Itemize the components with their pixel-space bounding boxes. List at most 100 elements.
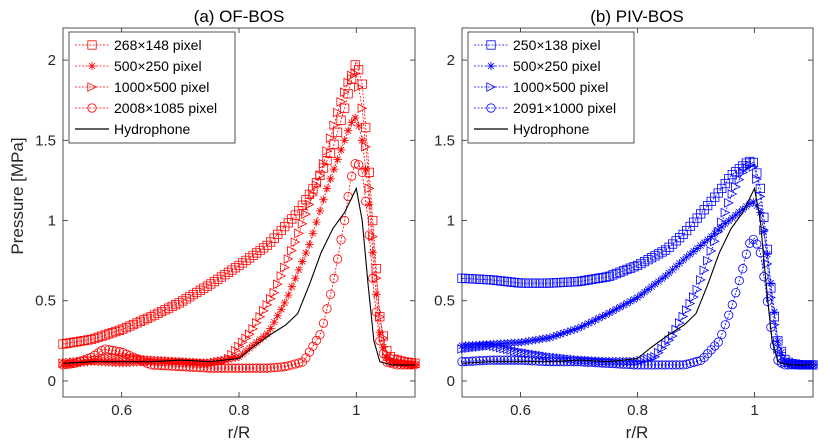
panel-b-series-marker	[492, 342, 503, 352]
panel-a-y-tick-label: 1.5	[35, 132, 56, 149]
panel-b-series-marker	[721, 219, 730, 228]
panel-b-legend-label: 1000×500 pixel	[513, 79, 608, 95]
panel-a-series-marker	[304, 347, 314, 357]
panel-b-series-marker	[675, 360, 685, 370]
panel-b-series-marker	[517, 355, 527, 365]
panel-b-series-marker	[633, 293, 642, 302]
panel-b-series-marker	[713, 226, 724, 237]
panel-b-series-marker	[474, 356, 485, 366]
panel-a-series-marker	[266, 324, 275, 333]
panel-a-series-marker	[350, 113, 360, 123]
panel-a-x-tick-label: 0.6	[111, 402, 132, 419]
panel-b-series-marker	[699, 265, 710, 276]
panel-b-series-marker	[467, 356, 478, 366]
panel-b-series-marker	[513, 346, 524, 357]
panel-a-series-marker	[231, 353, 240, 362]
panel-a-series-marker	[149, 360, 160, 370]
panel-b-legend-marker	[486, 40, 496, 50]
panel-b-series-marker	[731, 210, 740, 220]
panel-a-series-marker	[213, 363, 223, 373]
panel-b-series-marker	[646, 353, 657, 363]
panel-b-series-marker	[629, 356, 640, 367]
panel-a-series-marker	[238, 349, 247, 359]
panel-a-series-marker	[149, 310, 160, 320]
panel-a-series-marker	[104, 353, 114, 364]
panel-a-series-marker	[171, 361, 181, 371]
panel-b-series-marker	[696, 275, 706, 285]
panel-b-series-marker	[664, 335, 675, 346]
panel-b-series-marker	[464, 356, 474, 366]
panel-b-series-marker	[741, 249, 751, 259]
panel-a-series-marker	[241, 333, 252, 344]
panel-b-series-marker	[671, 236, 681, 246]
panel-b-series-marker	[727, 170, 737, 180]
panel-a-series-marker	[343, 77, 354, 88]
panel-b-series-marker	[632, 360, 643, 370]
panel-a-series-marker	[209, 277, 219, 287]
panel-b-series-marker	[710, 236, 720, 247]
panel-b-series-marker	[657, 343, 668, 354]
panel-b-series-marker	[734, 164, 744, 174]
panel-b-series-marker	[510, 355, 520, 365]
panel-a-series-marker	[68, 337, 79, 347]
panel-b-series-marker	[513, 355, 523, 365]
panel-b-series-marker	[724, 216, 733, 226]
panel-b-series-marker	[731, 181, 741, 192]
panel-a-series-marker	[273, 279, 283, 290]
panel-a-x-tick-label: 1	[352, 402, 360, 419]
panel-a-series-marker	[262, 240, 272, 251]
panel-b-series-marker	[650, 360, 660, 370]
panel-b-series-marker	[657, 247, 667, 257]
panel-b-title: (b) PIV-BOS	[590, 7, 684, 26]
panel-b-series-marker	[703, 255, 713, 266]
panel-a-series-marker	[283, 254, 294, 264]
panel-b-y-tick-label: 1	[447, 213, 455, 230]
panel-b-series-marker	[759, 227, 769, 236]
panel-a-series-marker	[107, 353, 118, 363]
panel-a-legend-label: 2008×1085 pixel	[114, 100, 217, 116]
panel-a-series-marker	[332, 127, 343, 137]
panel-b-series-marker	[587, 317, 597, 326]
panel-a-series-marker	[139, 315, 149, 325]
panel-b-series-marker	[591, 315, 600, 325]
panel-b-y-tick-label: 2	[447, 52, 455, 69]
panel-b-series-marker	[562, 357, 572, 367]
panel-a-series-marker	[248, 363, 258, 373]
panel-b-series-marker	[685, 358, 695, 368]
panel-b-series-marker	[517, 338, 526, 347]
panel-a-series-marker	[128, 319, 138, 330]
panel-b-series-marker	[464, 343, 475, 353]
panel-b-series-marker	[646, 360, 657, 370]
panel-a-series-marker	[206, 279, 216, 289]
panel-b-series-marker	[556, 329, 565, 339]
panel-a-series-marker	[213, 274, 223, 284]
panel-b-series-marker	[738, 167, 748, 178]
panel-a-series-marker	[311, 180, 322, 191]
panel-a-series-marker	[79, 335, 89, 346]
panel-b-series-marker	[576, 276, 586, 286]
panel-a-series-marker	[220, 270, 230, 280]
panel-a-series-marker	[336, 115, 346, 125]
panel-b: (b) PIV-BOS r/R 0.6 0.8 1 0 0.5 1 1.5 2 250×138 …	[434, 7, 819, 442]
panel-a-series-marker	[227, 349, 238, 360]
panel-a-series-marker	[361, 196, 371, 206]
panel-b-legend-label: 2091×1000 pixel	[513, 100, 616, 116]
panel-a-series-marker	[65, 338, 75, 348]
panel-b-series-marker	[615, 267, 625, 277]
panel-a-series-marker	[325, 133, 336, 144]
panel-a-series-marker	[332, 254, 343, 264]
panel-a-x-axis-label: r/R	[228, 423, 251, 442]
panel-b-series-marker	[763, 250, 772, 259]
panel-a-y-axis-label: Pressure [MPa]	[8, 137, 27, 254]
panel-b-series-marker	[612, 304, 621, 314]
panel-a-series-marker	[329, 120, 340, 131]
panel-a-series-marker	[354, 121, 363, 131]
panel-b-series-marker	[741, 162, 752, 173]
panel-b-series-marker	[587, 274, 597, 284]
panel-a-series-marker	[329, 273, 339, 283]
panel-a-series-marker	[294, 358, 304, 368]
panel-b-series-marker	[478, 355, 488, 366]
panel-b-series-marker	[538, 350, 548, 361]
panel-a-series-marker	[100, 353, 111, 364]
panel-a-series-marker	[368, 248, 377, 257]
